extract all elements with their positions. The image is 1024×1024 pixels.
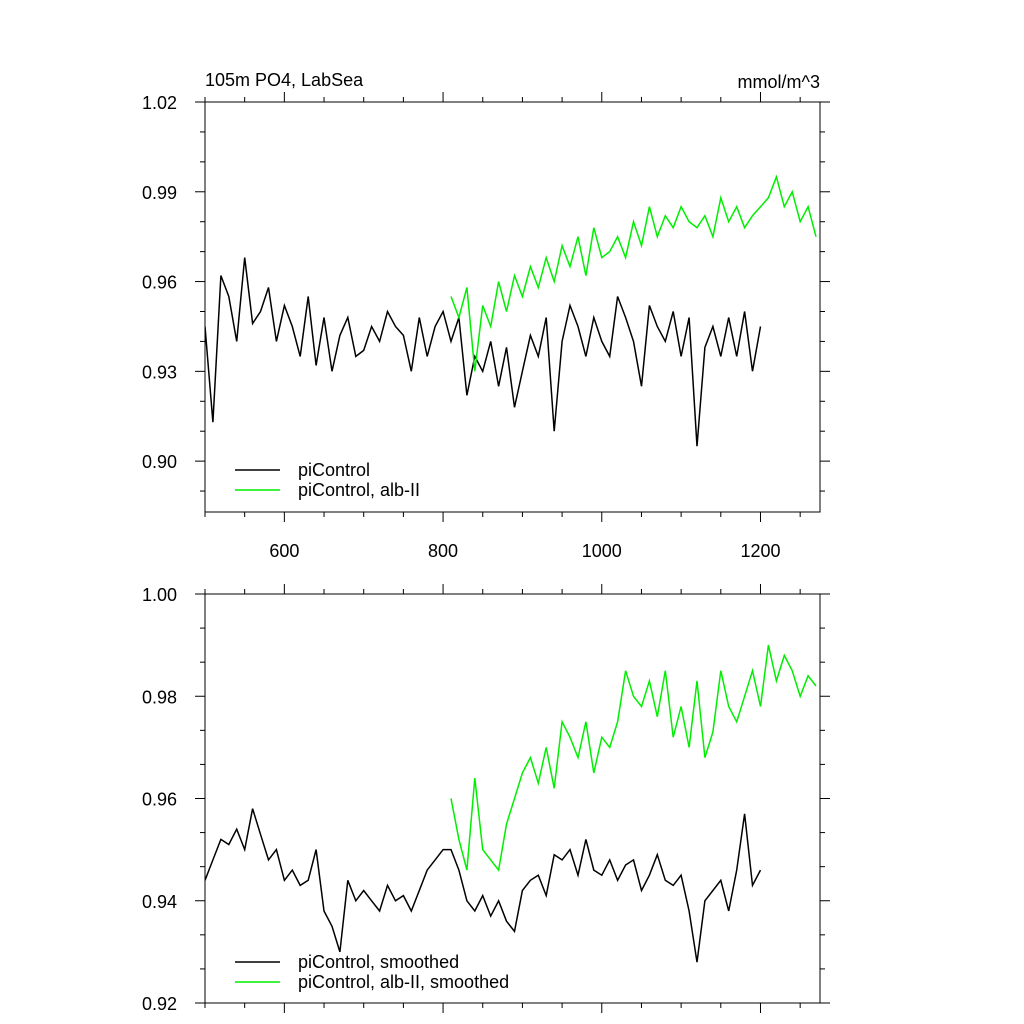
y-tick-label-1-4: 1.00 (142, 585, 177, 605)
y-tick-label-1-2: 0.96 (142, 790, 177, 810)
legend-label-1-0: piControl, smoothed (298, 952, 459, 972)
plot-frame-1 (204, 593, 821, 1004)
top-panel: 600 800 1000 1200 0.90 0.93 0.96 0.99 1.02 105m P… (142, 70, 830, 561)
chart-title: 105m PO4, LabSea (205, 70, 364, 90)
y-tick-label-0-1: 0.93 (142, 362, 177, 382)
legend-label-1-1: piControl, alb-II, smoothed (298, 972, 509, 992)
series-line-0-1 (450, 174, 817, 372)
y-tick-label-0-2: 0.96 (142, 273, 177, 293)
y-tick-label-0-0: 0.90 (142, 452, 177, 472)
x-tick-label-0-1200: 1200 (740, 541, 780, 561)
y-tick-label-0-3: 0.99 (142, 183, 177, 203)
units-label: mmol/m^3 (738, 72, 820, 92)
x-tick-label-0-800: 800 (428, 541, 458, 561)
y-tick-label-1-3: 0.98 (142, 687, 177, 707)
series-line-1-0 (205, 808, 762, 963)
legend-label-0-1: piControl, alb-II (298, 480, 420, 500)
plot-frame-0 (204, 101, 821, 513)
x-tick-label-0-600: 600 (269, 541, 299, 561)
legend-label-0-0: piControl (298, 460, 370, 480)
y-tick-label-0-4: 1.02 (142, 93, 177, 113)
x-tick-label-0-1000: 1000 (582, 541, 622, 561)
bottom-panel: 0.92 0.94 0.96 0.98 1.00 piControl, smoothedp… (142, 584, 830, 1014)
y-tick-label-1-1: 0.94 (142, 892, 177, 912)
series-line-0-0 (205, 257, 762, 447)
y-tick-label-1-0: 0.92 (142, 994, 177, 1014)
series-line-1-1 (450, 644, 817, 872)
